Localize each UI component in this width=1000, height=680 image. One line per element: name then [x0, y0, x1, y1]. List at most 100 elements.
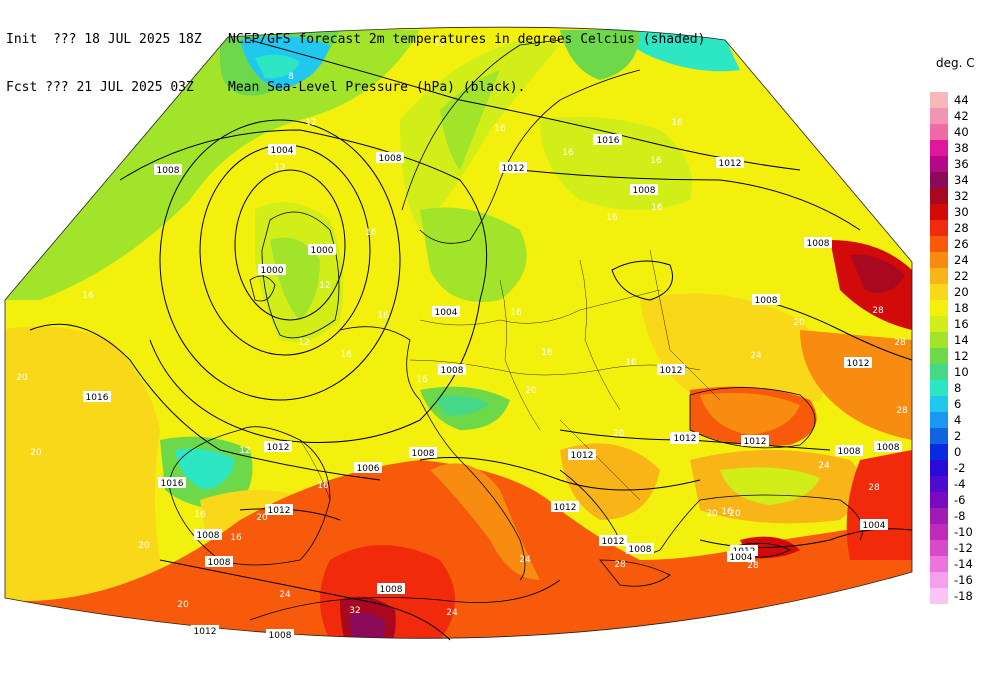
- legend-label: 8: [954, 381, 962, 395]
- legend-swatch: [930, 428, 948, 444]
- temperature-contour-label: 24: [818, 461, 830, 471]
- temperature-contour-label: 16: [317, 481, 329, 491]
- legend-label: 40: [954, 125, 969, 139]
- pressure-label-box: [154, 164, 182, 175]
- pressure-label: 1012: [194, 627, 217, 637]
- legend-swatch: [930, 124, 948, 140]
- pressure-label: 1008: [269, 631, 292, 641]
- legend-label: -16: [954, 573, 973, 587]
- legend-swatch: [930, 140, 948, 156]
- pressure-label: 1006: [357, 464, 380, 474]
- temperature-labels: 1281212161616161616161212161616161616162…: [16, 39, 908, 618]
- legend-entry: 42: [930, 108, 990, 124]
- temperature-contour-label: 16: [625, 358, 637, 368]
- legend-entry: -12: [930, 540, 990, 556]
- temperature-contour-label: 28: [868, 483, 880, 493]
- legend-entry: -2: [930, 460, 990, 476]
- pressure-label: 1016: [597, 136, 620, 146]
- legend-entry: 2: [930, 428, 990, 444]
- temperature-contour-label: 16: [562, 148, 574, 158]
- country-borders: [299, 249, 721, 501]
- pressure-label-box: [377, 583, 405, 594]
- pressure-label-box: [438, 364, 466, 375]
- pressure-label: 1008: [629, 545, 652, 555]
- pressure-label: 1012: [744, 437, 767, 447]
- pressure-label-box: [741, 435, 769, 446]
- pressure-label-box: [191, 625, 219, 636]
- pressure-label-box: [874, 441, 902, 452]
- pressure-label-box: [727, 551, 755, 562]
- legend-entry: 10: [930, 364, 990, 380]
- legend-entry: -8: [930, 508, 990, 524]
- legend-label: -18: [954, 589, 973, 603]
- legend-label: 20: [954, 285, 969, 299]
- legend-entry: 26: [930, 236, 990, 252]
- temperature-contour-label: 16: [82, 291, 94, 301]
- legend-entry: 36: [930, 156, 990, 172]
- temperature-contour-label: 28: [894, 338, 906, 348]
- legend-entry: 14: [930, 332, 990, 348]
- legend-unit: deg. C: [936, 56, 975, 70]
- pressure-label-box: [594, 134, 622, 145]
- pressure-label: 1008: [441, 366, 464, 376]
- pressure-label-box: [568, 449, 596, 460]
- pressure-label-box: [844, 357, 872, 368]
- legend-swatch: [930, 444, 948, 460]
- pressure-label-box: [83, 391, 111, 402]
- temperature-contour-label: 20: [729, 509, 741, 519]
- legend-entry: 40: [930, 124, 990, 140]
- isobars: [29, 39, 913, 641]
- legend-entry: 12: [930, 348, 990, 364]
- legend-label: 12: [954, 349, 969, 363]
- temperature-contour-label: 24: [519, 555, 531, 565]
- temperature-contour-label: 16: [510, 308, 522, 318]
- legend-swatch: [930, 220, 948, 236]
- temperature-contour-label: 16: [230, 533, 242, 543]
- temperature-contour-label: 16: [541, 348, 553, 358]
- legend-swatch: [930, 540, 948, 556]
- legend-swatch: [930, 412, 948, 428]
- temperature-contour-label: 20: [256, 513, 268, 523]
- legend-label: 10: [954, 365, 969, 379]
- legend-swatch: [930, 268, 948, 284]
- legend-label: 34: [954, 173, 969, 187]
- temperature-contour-label: 32: [349, 606, 360, 616]
- pressure-label-box: [630, 184, 658, 195]
- product-title: NCEP/GFS forecast 2m temperatures in deg…: [228, 32, 706, 47]
- legend-swatch: [930, 172, 948, 188]
- pressure-label-box: [716, 157, 744, 168]
- legend-swatch: [930, 236, 948, 252]
- temperature-contour-label: 16: [606, 213, 618, 223]
- legend-swatch: [930, 284, 948, 300]
- legend-entry: 18: [930, 300, 990, 316]
- pressure-label: 1012: [571, 451, 594, 461]
- pressure-label-box: [752, 294, 780, 305]
- pressure-label: 1000: [261, 266, 284, 276]
- legend-swatch: [930, 364, 948, 380]
- legend-label: 14: [954, 333, 969, 347]
- temperature-contour-label: 20: [525, 386, 537, 396]
- pressure-label-box: [258, 264, 286, 275]
- legend-label: 18: [954, 301, 969, 315]
- legend-entry: -10: [930, 524, 990, 540]
- legend-label: 6: [954, 397, 962, 411]
- legend-label: 28: [954, 221, 969, 235]
- temperature-contour-label: 20: [793, 318, 805, 328]
- legend-swatch: [930, 556, 948, 572]
- legend-swatch: [930, 572, 948, 588]
- legend-entry: 30: [930, 204, 990, 220]
- temperature-contour-label: 24: [446, 608, 458, 618]
- pressure-label: 1008: [157, 166, 180, 176]
- legend-entry: 0: [930, 444, 990, 460]
- pressure-label: 1008: [633, 186, 656, 196]
- pressure-label-box: [194, 529, 222, 540]
- pressure-label: 1008: [197, 531, 220, 541]
- legend-swatch: [930, 380, 948, 396]
- temperature-contour-label: 20: [138, 541, 150, 551]
- legend-swatch: [930, 316, 948, 332]
- legend-swatch: [930, 252, 948, 268]
- legend-label: 24: [954, 253, 969, 267]
- pressure-label: 1008: [379, 154, 402, 164]
- legend-entry: 38: [930, 140, 990, 156]
- legend-entry: 22: [930, 268, 990, 284]
